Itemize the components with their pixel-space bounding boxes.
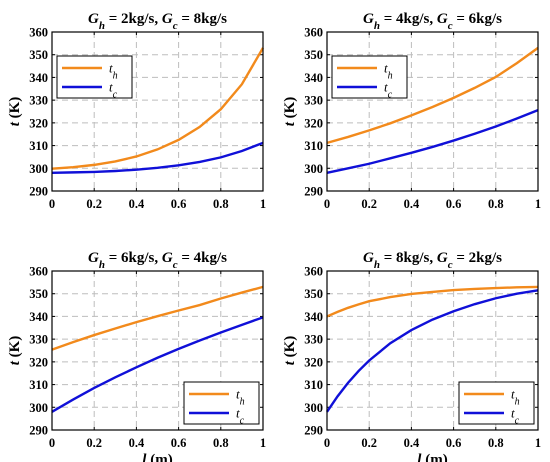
y-tick-label: 350: [29, 48, 48, 62]
series-line-tc: [326, 289, 539, 413]
y-tick-label: 310: [304, 378, 323, 392]
y-tick-label: 300: [304, 162, 323, 176]
x-tick-label: 0.4: [129, 436, 145, 450]
x-tick-label: 0: [49, 197, 55, 211]
y-tick-label: 290: [304, 424, 323, 438]
x-tick-label: 1: [260, 436, 266, 450]
x-tick-label: 0.8: [213, 197, 229, 211]
x-tick-label: 0: [49, 436, 55, 450]
y-axis-label: t (K): [7, 336, 23, 366]
x-tick-label: 0: [324, 197, 330, 211]
chart-panel-1: 0 0.2 0.4 0.6 0.8 1 290 300 310 320 330 340 350 360 Gh…: [7, 11, 266, 211]
y-tick-label: 340: [304, 310, 323, 324]
y-tick-label: 330: [304, 94, 323, 108]
y-tick-label: 340: [29, 71, 48, 85]
series-line-th: [51, 285, 264, 351]
x-tick-label: 0.4: [404, 197, 420, 211]
y-tick-label: 290: [29, 424, 48, 438]
x-tick-label: 1: [535, 436, 541, 450]
x-tick-label: 0.2: [361, 197, 377, 211]
series-line-th: [326, 46, 539, 145]
y-tick-label: 310: [29, 139, 48, 153]
y-axis-label: t (K): [282, 97, 298, 127]
y-tick-label: 290: [304, 185, 323, 199]
x-tick-label: 0.6: [446, 436, 462, 450]
x-tick-label: 0.4: [129, 197, 145, 211]
chart-panel-2: 0 0.2 0.4 0.6 0.8 1 290 300 310 320 330 340 350 360 Gh…: [282, 11, 541, 211]
chart-panel-3: 0 0.2 0.4 0.6 0.8 1 290 300 310 320 330 340 350 360 Gh…: [7, 250, 266, 462]
series-line-tc: [326, 109, 539, 175]
legend-box: [183, 381, 260, 425]
series-line-th: [326, 285, 539, 318]
axes-frame: [326, 270, 539, 431]
y-tick-label: 300: [304, 401, 323, 415]
legend-box: [331, 55, 408, 99]
x-tick-label: 0.6: [171, 436, 187, 450]
legend-label: tc: [236, 406, 245, 427]
x-tick-label: 0: [324, 436, 330, 450]
x-tick-label: 0.2: [86, 436, 102, 450]
y-tick-label: 310: [29, 378, 48, 392]
x-tick-label: 0.2: [361, 436, 377, 450]
axes-frame: [51, 31, 264, 192]
chart-title: Gh = 8kg/s, Gc = 2kg/s: [363, 250, 502, 271]
y-tick-label: 350: [304, 287, 323, 301]
y-axis-label: t (K): [282, 336, 298, 366]
y-tick-label: 300: [29, 401, 48, 415]
series-line-tc: [51, 316, 264, 413]
y-tick-label: 330: [304, 333, 323, 347]
y-tick-label: 360: [29, 265, 48, 279]
x-tick-label: 0.8: [488, 197, 504, 211]
y-tick-label: 360: [29, 26, 48, 40]
y-tick-label: 340: [29, 310, 48, 324]
chart-title: Gh = 4kg/s, Gc = 6kg/s: [363, 11, 502, 32]
y-tick-label: 360: [304, 265, 323, 279]
legend-label: th: [384, 61, 393, 82]
axes-frame: [51, 270, 264, 431]
y-axis-label: t (K): [7, 97, 23, 127]
y-tick-label: 300: [29, 162, 48, 176]
y-tick-label: 310: [304, 139, 323, 153]
legend-box: [56, 55, 133, 99]
y-tick-label: 320: [304, 355, 323, 369]
chart-title: Gh = 6kg/s, Gc = 4kg/s: [88, 250, 227, 271]
legend-label: th: [236, 387, 245, 408]
series-line-tc: [51, 141, 264, 175]
x-axis-label: l (m): [417, 452, 447, 462]
x-tick-label: 1: [260, 197, 266, 211]
y-tick-label: 320: [29, 116, 48, 130]
chart-panel-4: 0 0.2 0.4 0.6 0.8 1 290 300 310 320 330 340 350 360 Gh…: [282, 250, 541, 462]
legend-label: tc: [384, 80, 393, 101]
series-line-th: [51, 47, 265, 170]
y-tick-label: 350: [29, 287, 48, 301]
legend-label: th: [511, 387, 520, 408]
legend-label: tc: [511, 406, 520, 427]
legend-label: tc: [109, 80, 118, 101]
axes-frame: [326, 31, 539, 192]
y-tick-label: 330: [29, 94, 48, 108]
y-tick-label: 360: [304, 26, 323, 40]
x-tick-label: 0.4: [404, 436, 420, 450]
x-tick-label: 0.8: [488, 436, 504, 450]
x-tick-label: 0.6: [446, 197, 462, 211]
y-tick-label: 320: [304, 116, 323, 130]
x-axis-label: l (m): [142, 452, 172, 462]
x-tick-label: 1: [535, 197, 541, 211]
y-tick-label: 340: [304, 71, 323, 85]
x-tick-label: 0.8: [213, 436, 229, 450]
x-tick-label: 0.2: [86, 197, 102, 211]
chart-title: Gh = 2kg/s, Gc = 8kg/s: [88, 11, 227, 32]
y-tick-label: 350: [304, 48, 323, 62]
y-tick-label: 290: [29, 185, 48, 199]
y-tick-label: 320: [29, 355, 48, 369]
y-tick-label: 330: [29, 333, 48, 347]
legend-label: th: [109, 61, 118, 82]
x-tick-label: 0.6: [171, 197, 187, 211]
legend-box: [458, 381, 535, 425]
